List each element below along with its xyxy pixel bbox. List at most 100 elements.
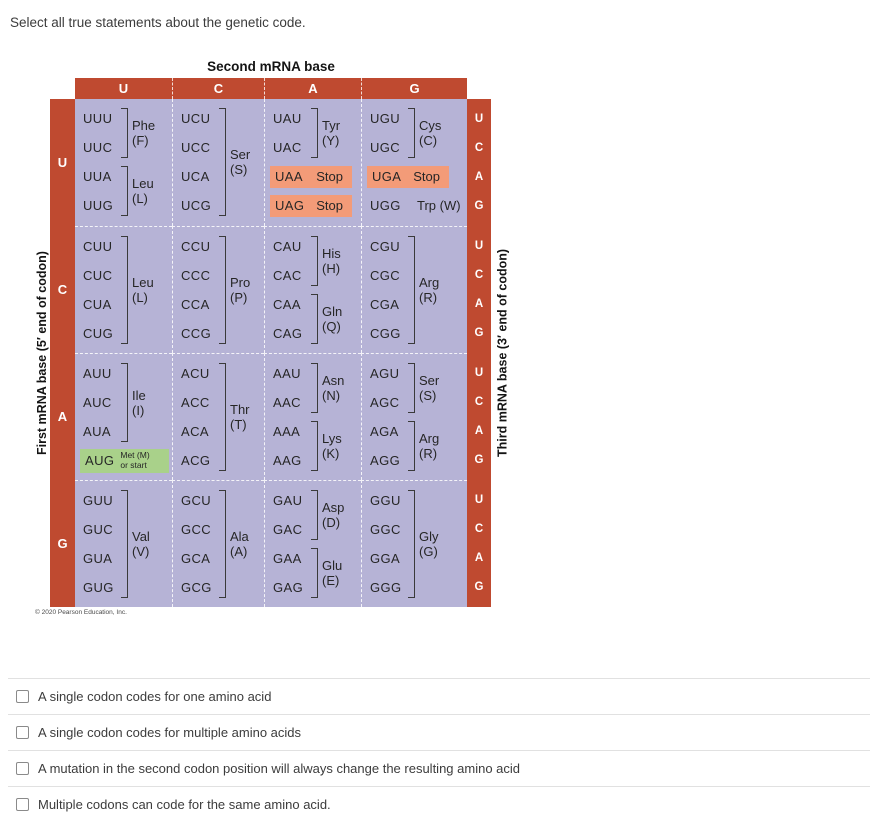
column-header-letter: C xyxy=(172,78,264,99)
row-header-letter: G xyxy=(57,536,68,551)
codon: GGA xyxy=(370,551,401,566)
codon: UGA xyxy=(372,169,402,184)
bracket xyxy=(408,363,415,413)
codon-column: UAU UAC xyxy=(273,104,309,162)
codon-group: CGU CGC CGA CGG Arg (R) xyxy=(370,232,467,348)
codon: GCA xyxy=(181,551,211,566)
amino-acid-label: Ile (I) xyxy=(132,359,146,446)
codon: AUG xyxy=(85,453,115,468)
option-row-3[interactable]: A mutation in the second codon position … xyxy=(8,750,870,786)
codon-group: ACU ACC ACA ACG Thr (T) xyxy=(181,359,264,475)
codon-cell: ACU ACC ACA ACG Thr (T) xyxy=(172,353,264,480)
option-row-1[interactable]: A single codon codes for one amino acid xyxy=(8,678,870,714)
amino-acid-name: Asp xyxy=(322,500,345,515)
amino-acid-letter: (R) xyxy=(419,446,438,461)
codon: UAA xyxy=(275,169,303,184)
option-row-4[interactable]: Multiple codons can code for the same am… xyxy=(8,786,870,818)
codon-cell: CCU CCC CCA CCG Pro (P) xyxy=(172,226,264,353)
amino-acid-letter: (A) xyxy=(230,544,248,559)
codon: UAG xyxy=(275,198,305,213)
bracket xyxy=(408,490,415,598)
codon: UUC xyxy=(83,140,113,155)
option-checkbox-3[interactable] xyxy=(16,762,29,775)
codon-group: GUU GUC GUA GUG Val (V) xyxy=(83,486,172,602)
codon: GGU xyxy=(370,493,401,508)
amino-acid-label: Tyr (Y) xyxy=(322,104,340,162)
codon-group: UGU UGC Cys (C) xyxy=(370,104,467,162)
codon: CGA xyxy=(370,297,400,312)
codon: AAG xyxy=(273,453,302,468)
codon-column: UUU UUC xyxy=(83,104,119,162)
codon: AAC xyxy=(273,395,301,410)
third-base-letter: A xyxy=(474,170,484,183)
codon: CCU xyxy=(181,239,211,254)
option-checkbox-2[interactable] xyxy=(16,726,29,739)
answer-options: A single codon codes for one amino acid … xyxy=(8,678,870,818)
codon-group: UAU UAC Tyr (Y) xyxy=(273,104,361,162)
amino-acid-name: Tyr xyxy=(322,118,341,133)
codon-column: CUU CUC CUA CUG xyxy=(83,232,119,348)
amino-acid-letter: (Q) xyxy=(322,319,341,334)
codon-column: AGU AGC xyxy=(370,359,406,417)
amino-acid-name: Cys xyxy=(419,118,442,133)
codon: UGG xyxy=(370,198,401,213)
codon: ACU xyxy=(181,366,210,381)
amino-acid-name: Phe xyxy=(132,118,156,133)
codon-group: GGU GGC GGA GGG Gly (G) xyxy=(370,486,467,602)
codon-cell: UAU UAC Tyr (Y) UAA Stop UAG Stop xyxy=(264,99,361,226)
codon: CAG xyxy=(273,326,303,341)
option-label-4: Multiple codons can code for the same am… xyxy=(38,797,331,812)
codon: GCU xyxy=(181,493,212,508)
codon-group: GAA GAG Glu (E) xyxy=(273,544,361,602)
codon-column: UGU UGC xyxy=(370,104,406,162)
codon-column: GAA GAG xyxy=(273,544,309,602)
amino-acid-name: Ser xyxy=(419,373,440,388)
codon-cell: UUU UUC Phe (F) UUA UUG Leu (L) xyxy=(75,99,172,226)
amino-acid-letter: (D) xyxy=(322,515,341,530)
third-base-group: U C A G xyxy=(467,99,491,226)
amino-acid-label: Pro (P) xyxy=(230,232,250,348)
amino-acid-letter: (Y) xyxy=(322,133,340,148)
codon-cell: UCU UCC UCA UCG Ser (S) xyxy=(172,99,264,226)
option-checkbox-4[interactable] xyxy=(16,798,29,811)
amino-acid-name: Ala xyxy=(230,529,249,544)
bracket xyxy=(121,166,128,216)
amino-acid-name: Lys xyxy=(322,431,342,446)
codon: GAC xyxy=(273,522,303,537)
codon-cell: GAU GAC Asp (D) GAA GAG Glu (E) xyxy=(264,480,361,607)
bracket xyxy=(219,236,226,344)
codon-group: CCU CCC CCA CCG Pro (P) xyxy=(181,232,264,348)
codon-cell: AAU AAC Asn (N) AAA AAG Lys (K) xyxy=(264,353,361,480)
third-base-letter: C xyxy=(474,141,484,154)
codon: UUA xyxy=(83,169,112,184)
codon-column: CAA CAG xyxy=(273,290,309,348)
option-row-2[interactable]: A single codon codes for multiple amino … xyxy=(8,714,870,750)
codon-group: CUU CUC CUA CUG Leu (L) xyxy=(83,232,172,348)
amino-acid-label: Gly (G) xyxy=(419,486,439,602)
amino-acid-letter: (R) xyxy=(419,290,438,305)
amino-acid-letter: (G) xyxy=(419,544,438,559)
amino-acid-label: Ser (S) xyxy=(230,104,250,220)
codon-group: AGU AGC Ser (S) xyxy=(370,359,467,417)
row-header-letter: C xyxy=(57,282,68,297)
third-base-letter: U xyxy=(474,112,484,125)
codon-cell: CGU CGC CGA CGG Arg (R) xyxy=(361,226,467,353)
bracket xyxy=(311,108,318,158)
bracket xyxy=(408,421,415,471)
codon: CUA xyxy=(83,297,112,312)
codon: ACG xyxy=(181,453,211,468)
amino-acid-letter: (P) xyxy=(230,290,248,305)
codon: AGC xyxy=(370,395,400,410)
bracket xyxy=(311,236,318,286)
amino-acid-letter: (L) xyxy=(132,191,148,206)
codon-column: CGU CGC CGA CGG xyxy=(370,232,406,348)
codon-group: AUU AUC AUA Ile (I) xyxy=(83,359,172,446)
codon: UUU xyxy=(83,111,113,126)
codon-group: GCU GCC GCA GCG Ala (A) xyxy=(181,486,264,602)
row-header-letter: A xyxy=(57,409,68,424)
codon: GUU xyxy=(83,493,114,508)
option-checkbox-1[interactable] xyxy=(16,690,29,703)
amino-acid-label: Gln (Q) xyxy=(322,290,342,348)
first-base-axis-label: First mRNA base (5′ end of codon) xyxy=(35,251,49,455)
